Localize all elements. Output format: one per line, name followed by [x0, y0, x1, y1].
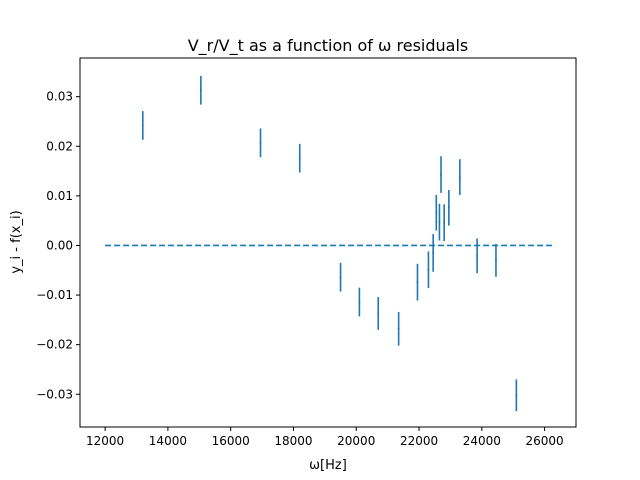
data-point [458, 176, 461, 179]
y-tick-label: 0.00 [46, 238, 73, 252]
x-tick-label: 16000 [212, 434, 250, 448]
data-point [427, 268, 430, 271]
data-point [397, 327, 400, 330]
data-point [199, 89, 202, 92]
data-point [358, 301, 361, 304]
axes-frame [79, 57, 577, 428]
x-tick-label: 22000 [400, 434, 438, 448]
y-tick-label: 0.02 [46, 139, 73, 153]
y-tick-label: 0.01 [46, 189, 73, 203]
y-tick-label: −0.01 [36, 288, 73, 302]
x-tick-label: 12000 [86, 434, 124, 448]
data-point [435, 211, 438, 214]
data-point [377, 312, 380, 315]
y-tick-label: 0.03 [46, 90, 73, 104]
data-point [432, 251, 435, 254]
data-point [494, 259, 497, 262]
data-point [443, 221, 446, 224]
data-point [515, 394, 518, 397]
y-tick-label: −0.02 [36, 338, 73, 352]
x-tick-label: 26000 [526, 434, 564, 448]
x-tick-label: 14000 [149, 434, 187, 448]
x-axis-label: ω[Hz] [309, 458, 347, 473]
plot-area [105, 75, 555, 412]
x-tick-label: 20000 [337, 434, 375, 448]
data-point [447, 206, 450, 209]
y-axis-label: y_i - f(x_i) [9, 210, 24, 273]
data-point [339, 276, 342, 279]
y-tick-label: −0.03 [36, 387, 73, 401]
data-point [416, 281, 419, 284]
x-tick-label: 18000 [274, 434, 312, 448]
data-point [440, 173, 443, 176]
data-point [298, 157, 301, 160]
data-point [259, 141, 262, 144]
data-point [476, 254, 479, 257]
x-tick-label: 24000 [463, 434, 501, 448]
data-point [141, 124, 144, 127]
chart-title: V_r/V_t as a function of ω residuals [188, 36, 469, 56]
data-point [438, 221, 441, 224]
